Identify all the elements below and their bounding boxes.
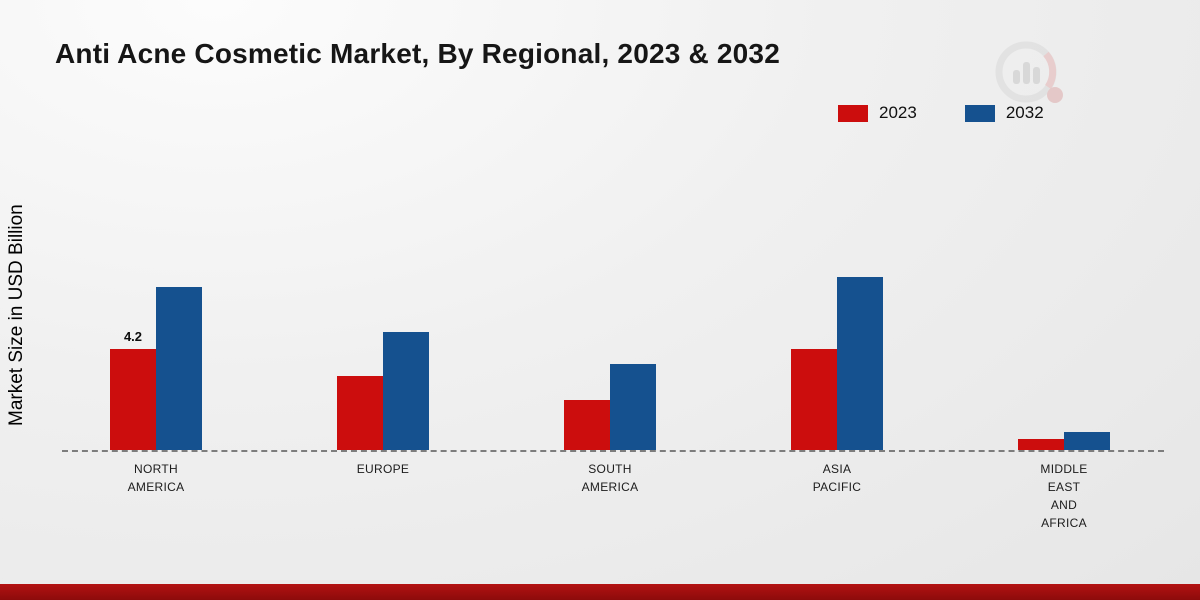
category-label-south-america: SOUTH AMERICA [581, 462, 639, 494]
bar-2032-middle-east-and-africa[interactable] [1064, 432, 1110, 450]
bar-2032-south-america[interactable] [610, 363, 656, 450]
legend-item-2023[interactable]: 2023 [838, 103, 917, 123]
category-label-north-america: NORTH AMERICA [127, 462, 185, 494]
legend-item-2032[interactable]: 2032 [964, 103, 1044, 123]
category-label-asia-pacific: ASIA PACIFIC [812, 462, 862, 494]
bar-2023-middle-east-and-africa[interactable] [1018, 439, 1064, 450]
legend-swatch-2023 [838, 104, 868, 122]
legend: 2023 2032 [838, 103, 1044, 123]
category-label-europe: EUROPE [356, 462, 410, 476]
chart-title: Anti Acne Cosmetic Market, By Regional, … [55, 38, 780, 69]
category-label-middle-east-and-africa: MIDDLE EAST AND AFRICA [1040, 462, 1088, 530]
footer-strip [0, 584, 1200, 600]
bar-2023-europe[interactable] [337, 375, 383, 450]
bar-2032-north-america[interactable] [156, 286, 202, 450]
bar-2023-asia-pacific[interactable] [791, 349, 837, 450]
legend-label-2023: 2023 [879, 103, 917, 122]
bar-2023-north-america[interactable] [110, 349, 156, 450]
bar-2023-south-america[interactable] [564, 399, 610, 450]
bar-2032-europe[interactable] [383, 332, 429, 450]
bar-2032-asia-pacific[interactable] [837, 277, 883, 450]
legend-swatch-2032 [964, 104, 995, 122]
legend-label-2032: 2032 [1005, 103, 1044, 122]
market-research-logo-icon [988, 32, 1078, 117]
x-axis-baseline [62, 450, 1164, 452]
data-label-north-america-2023: 4.2 [123, 329, 143, 345]
